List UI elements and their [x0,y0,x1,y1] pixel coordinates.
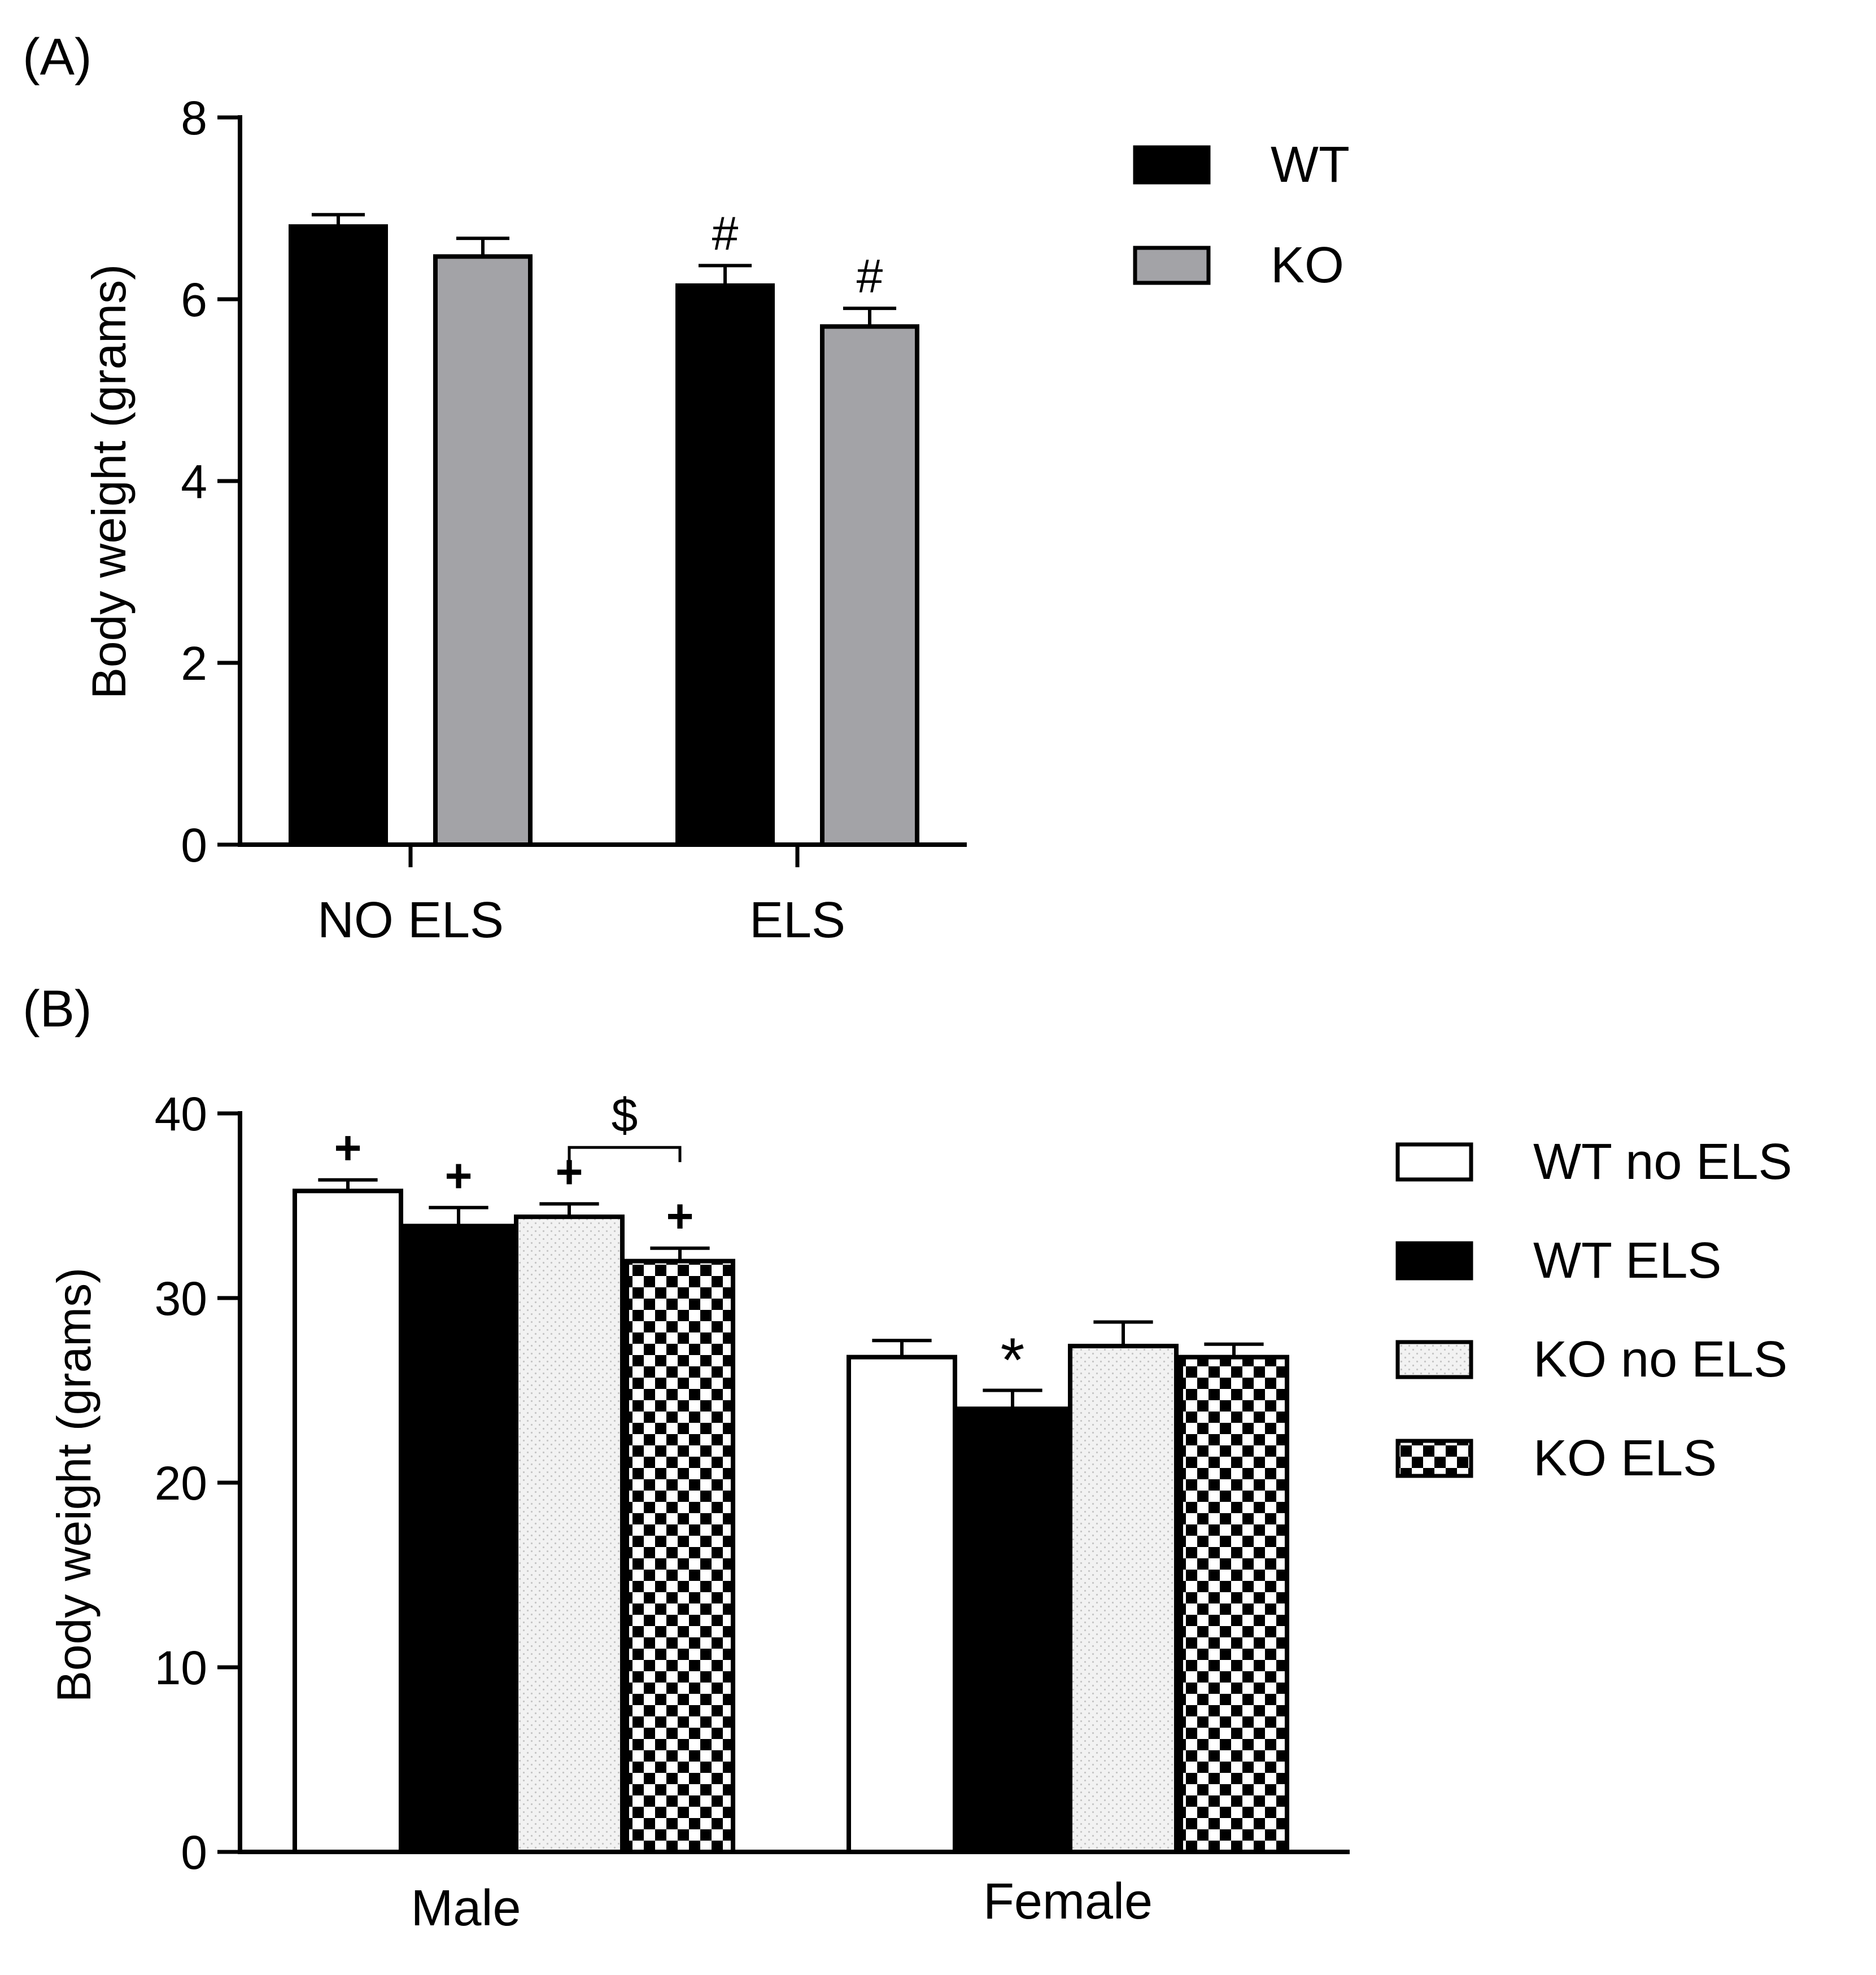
bar [514,1214,625,1855]
legend-swatch [1395,1439,1473,1478]
bar [820,324,919,847]
significance-marker: # [857,250,883,303]
y-tick-label: 10 [155,1641,207,1694]
y-tick-label: 2 [181,637,207,690]
bar [625,1259,735,1855]
panel-b-x-tick-labels: Male Female [411,1873,1153,1937]
y-tick-label: 40 [155,1087,207,1141]
x-tick-label: NO ELS [317,892,504,949]
panel-a-label: (A) [23,28,92,86]
legend-swatch [1395,1142,1473,1182]
significance-marker: + [666,1190,693,1243]
panel-b-y-ticks: 0 10 20 30 40 [155,1087,240,1879]
panel-a-y-ticks: 0 2 4 6 8 [181,91,240,872]
y-tick-label: 4 [181,455,207,508]
bar [847,1354,957,1854]
legend-label: KO [1271,237,1344,294]
y-tick-label: 0 [181,819,207,872]
panel-b-legend: WT no ELS WT ELS KO no ELS KO ELS [1395,1134,1792,1487]
significance-marker: # [712,207,739,260]
legend-label: WT [1271,137,1350,193]
y-tick-label: 30 [155,1272,207,1325]
comparison-bracket [568,1146,682,1163]
y-tick-label: 0 [181,1826,207,1879]
x-tick-label: Male [411,1880,521,1937]
bar [675,283,775,847]
bar [293,1189,403,1855]
legend-label: KO no ELS [1533,1331,1787,1388]
panel-a-y-axis-label: Body weight (grams) [82,264,136,699]
significance-marker: + [444,1149,472,1202]
legend-swatch [1395,1340,1473,1379]
panel-a-legend: WT KO [1133,137,1350,294]
panel-b-label: (B) [23,980,92,1038]
bar [433,254,533,847]
panel-a-axes [238,115,967,867]
panel-a-bars: ## [289,207,919,847]
y-tick-label: 6 [181,273,207,326]
legend-swatch [1395,1241,1473,1281]
x-tick-label: ELS [749,892,845,949]
legend-label: WT no ELS [1533,1134,1792,1190]
bar [289,224,388,847]
y-tick-label: 8 [181,91,207,145]
bar [403,1224,514,1854]
x-tick-label: Female [983,1873,1153,1930]
panel-b-bars: ++ ++*$ [293,1089,1289,1855]
panel-b-y-axis-label: Body weight (grams) [47,1268,101,1702]
significance-marker: + [334,1121,361,1174]
bar [1068,1344,1179,1854]
legend-swatch [1133,246,1211,285]
comparison-bracket-label: $ [612,1089,638,1142]
legend-label: KO ELS [1533,1430,1717,1487]
bar [1179,1354,1289,1854]
legend-label: WT ELS [1533,1233,1721,1289]
panel-a-x-tick-labels: NO ELS ELS [317,892,845,949]
bar [957,1406,1068,1854]
significance-marker: * [1001,1326,1025,1395]
legend-swatch [1133,145,1211,185]
y-tick-label: 20 [155,1457,207,1510]
panel-b-axes [238,1111,1350,1854]
